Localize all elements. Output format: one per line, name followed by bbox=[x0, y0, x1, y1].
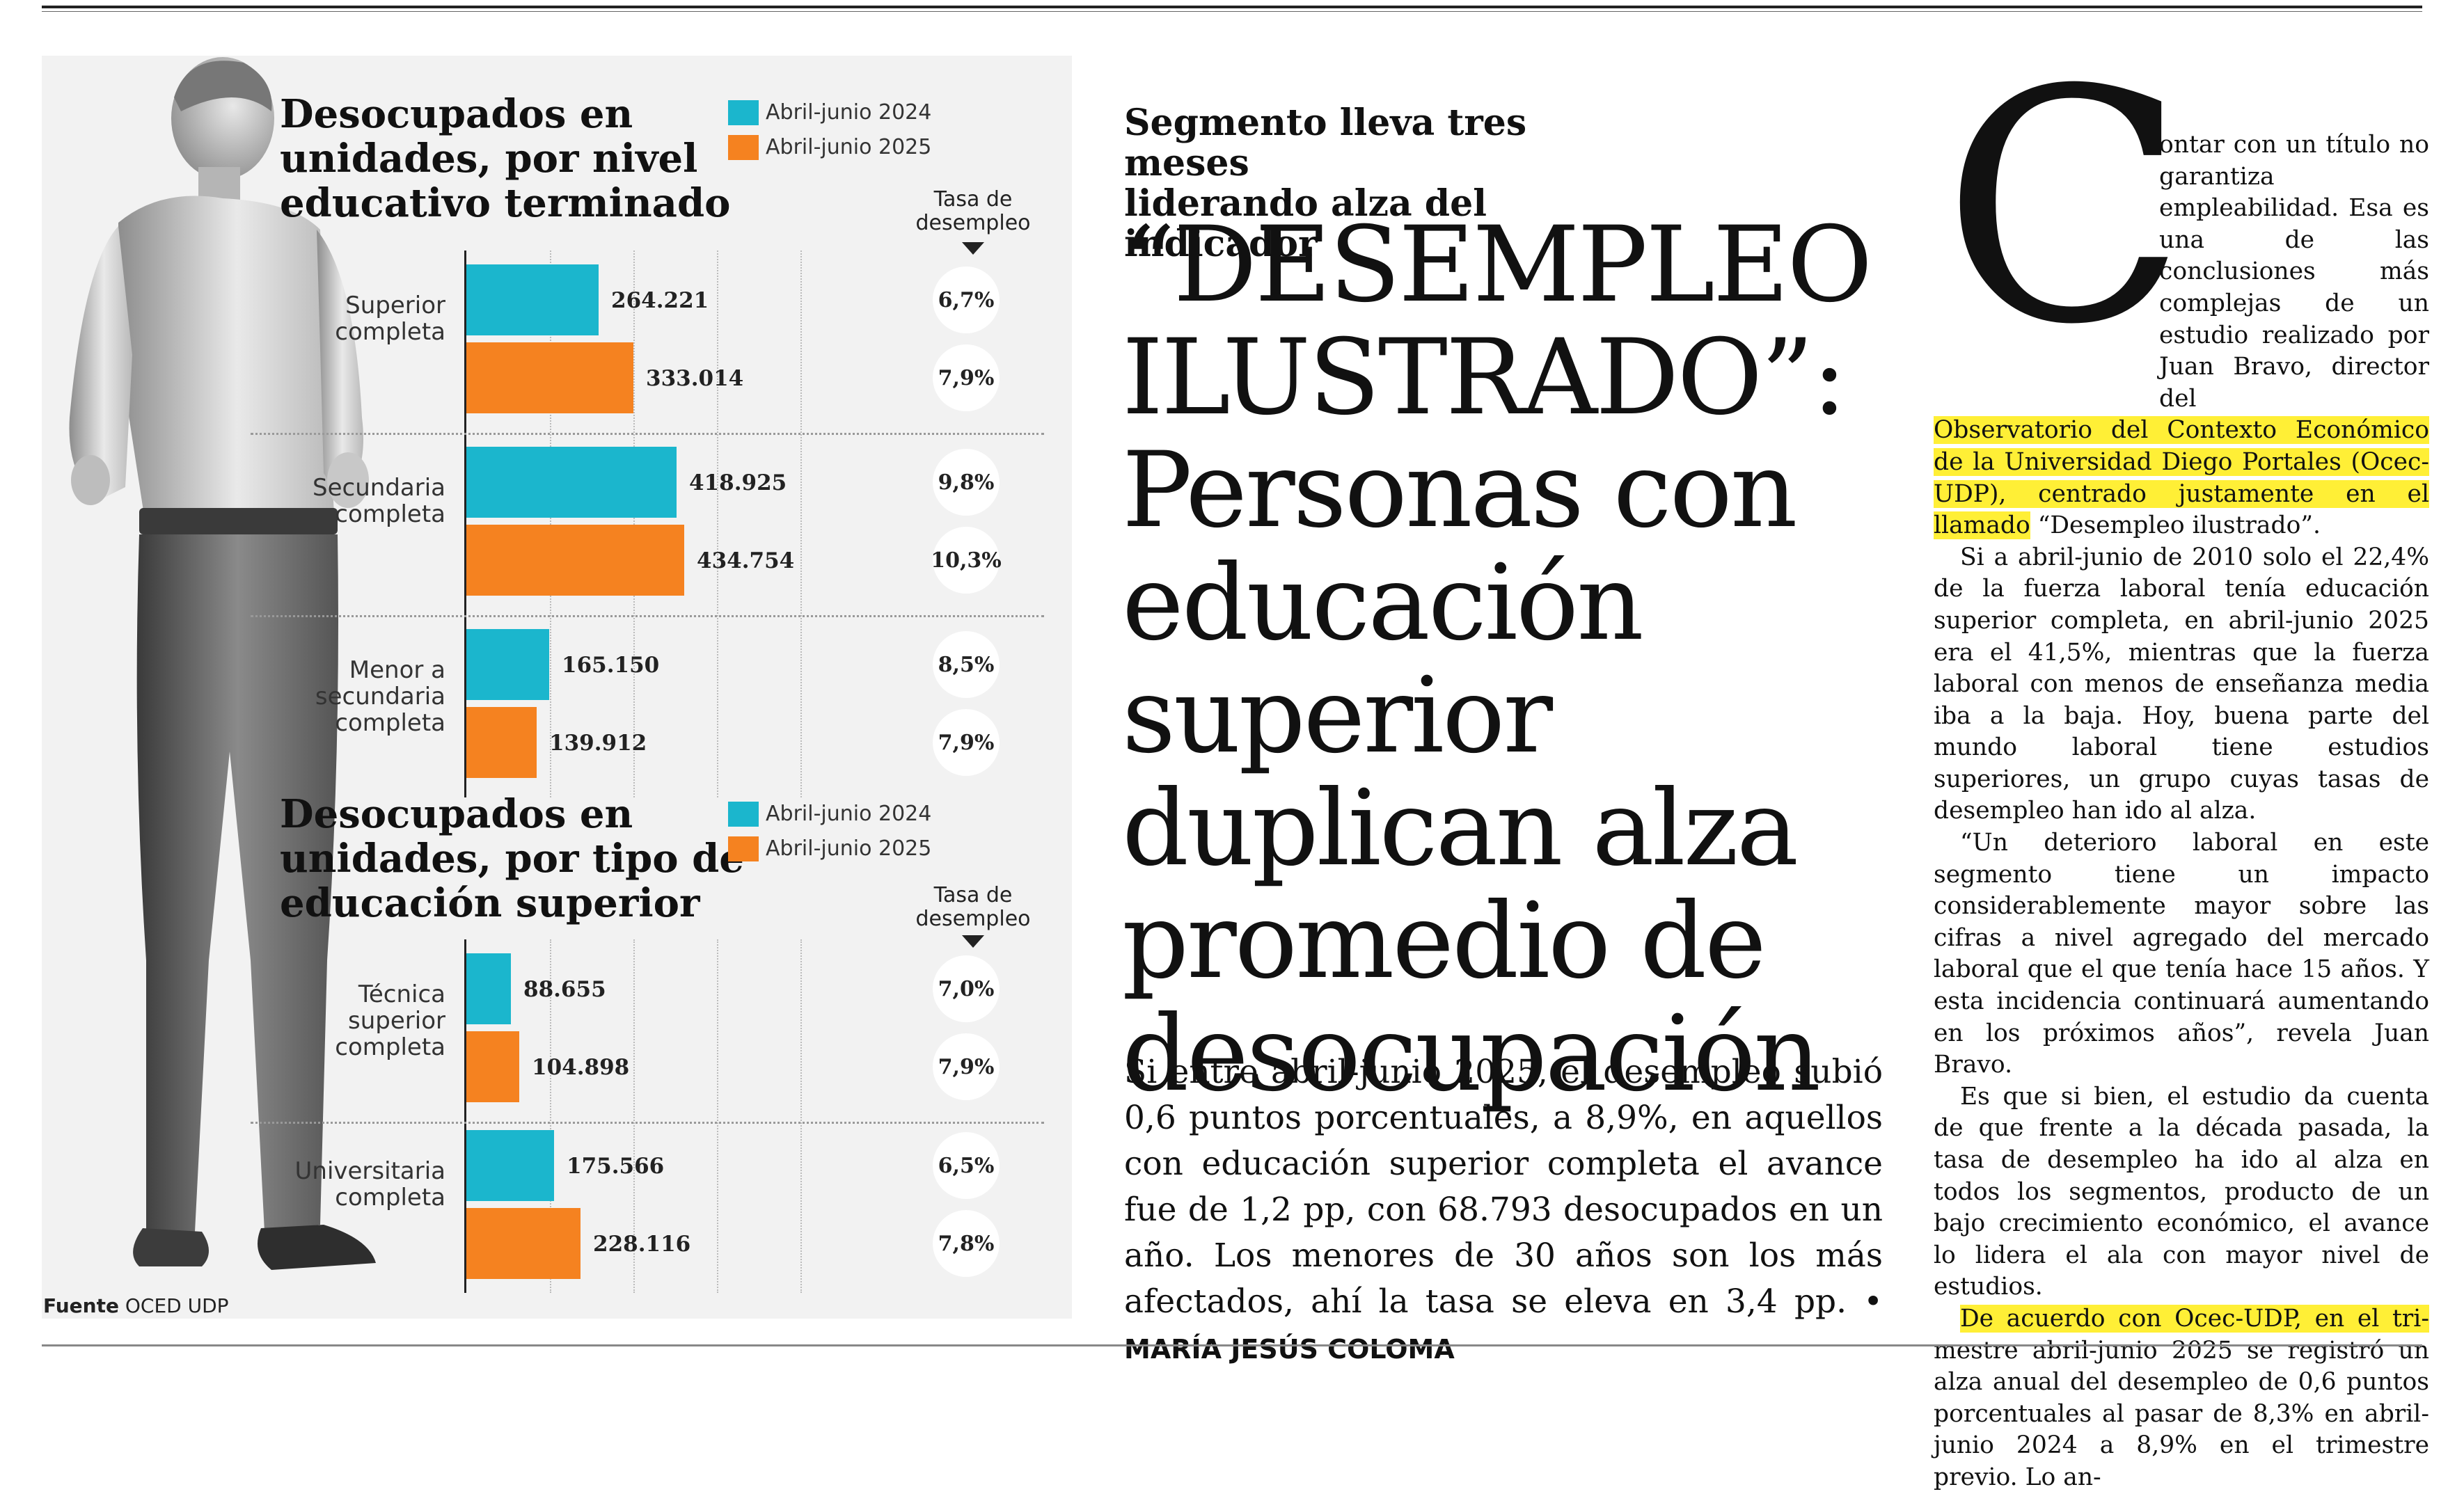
legend-2025-swatch bbox=[728, 135, 759, 160]
rate-badge: 6,5% bbox=[933, 1132, 1000, 1199]
infographic-panel: Desocupados en unidades, por nivel educa… bbox=[42, 56, 1072, 1319]
bar bbox=[466, 264, 599, 335]
paragraph-1-start: ontar con un título no garantiza empleab… bbox=[2159, 131, 2429, 413]
gridline bbox=[633, 939, 635, 1293]
source-note: Fuente OCED UDP bbox=[43, 1294, 229, 1317]
gridline bbox=[550, 251, 551, 797]
rate-badge: 7,9% bbox=[933, 344, 1000, 411]
chart2-axis bbox=[464, 939, 466, 1293]
legend-2025-label: Abril-junio 2025 bbox=[766, 135, 932, 159]
bar-value-label: 88.655 bbox=[523, 977, 606, 1002]
bottom-rule bbox=[42, 1344, 2422, 1346]
chart2-title: Desocupados en unidades, por tipo de edu… bbox=[280, 791, 744, 926]
group-separator bbox=[251, 433, 1044, 435]
rate-badge: 7,8% bbox=[933, 1210, 1000, 1277]
source-value: OCED UDP bbox=[125, 1294, 229, 1317]
chart1-rate-arrow bbox=[962, 242, 984, 255]
bar-value-label: 104.898 bbox=[532, 1055, 630, 1080]
bar bbox=[466, 707, 537, 778]
chart1-axis bbox=[464, 251, 466, 797]
group-separator bbox=[251, 1122, 1044, 1124]
gridline bbox=[717, 251, 718, 797]
article-kicker: Segmento lleva tres meses liderando alza… bbox=[1124, 102, 1527, 265]
category-label: Menor a secundaria completa bbox=[315, 656, 445, 737]
gridline bbox=[633, 251, 635, 797]
group-separator bbox=[251, 615, 1044, 617]
top-rule bbox=[42, 6, 2422, 8]
article-lead: Si entre abril-junio 2025, el desempleo … bbox=[1124, 1049, 1883, 1372]
legend2-2025-label: Abril-junio 2025 bbox=[766, 836, 932, 861]
gridline bbox=[800, 251, 802, 797]
gridline bbox=[717, 939, 718, 1293]
paragraph-5-rest: mestre abril-junio 2025 se registró un a… bbox=[1934, 1336, 2429, 1491]
bar-value-label: 264.221 bbox=[611, 288, 709, 313]
category-label: Secundaria completa bbox=[313, 474, 445, 528]
bar-value-label: 165.150 bbox=[562, 653, 660, 678]
bar bbox=[466, 342, 633, 413]
legend2-2025-swatch bbox=[728, 836, 759, 861]
rate-badge: 10,3% bbox=[931, 527, 1002, 594]
drop-cap: C bbox=[1942, 22, 2187, 395]
chart1-title: Desocupados en unidades, por nivel educa… bbox=[280, 91, 731, 226]
legend-2024-swatch bbox=[728, 100, 759, 125]
rate-badge: 8,5% bbox=[933, 631, 1000, 698]
legend-2024-label: Abril-junio 2024 bbox=[766, 100, 932, 125]
source-label: Fuente bbox=[43, 1294, 119, 1317]
bar-value-label: 228.116 bbox=[593, 1232, 691, 1257]
bar-value-label: 139.912 bbox=[549, 731, 647, 756]
bar-value-label: 175.566 bbox=[567, 1154, 665, 1179]
paragraph-1: ontar con un título no garantiza empleab… bbox=[1934, 129, 2429, 542]
gridline bbox=[550, 939, 551, 1293]
bar bbox=[466, 953, 511, 1024]
bar bbox=[466, 1130, 554, 1201]
chart2-rate-header: Tasa de desempleo bbox=[915, 883, 1031, 931]
rate-badge: 6,7% bbox=[933, 267, 1000, 333]
bar-value-label: 434.754 bbox=[697, 548, 795, 573]
legend2-2024-swatch bbox=[728, 802, 759, 827]
paragraph-3: “Un deterioro laboral en este segmento t… bbox=[1934, 829, 2429, 1079]
paragraph-1-end: “Desempleo ilustrado”. bbox=[2037, 511, 2321, 540]
lead-text: Si entre abril-junio 2025, el desempleo … bbox=[1124, 1053, 1883, 1321]
category-label: Técnica superior completa bbox=[335, 980, 445, 1061]
bar bbox=[466, 1031, 519, 1102]
headline-upper: “DESEMPLEO ILUSTRADO”: bbox=[1122, 205, 1872, 438]
bar-value-label: 418.925 bbox=[689, 470, 787, 495]
top-rule-thin bbox=[42, 11, 2422, 12]
highlight-ocec: De acuerdo con Ocec-UDP, en el tri- bbox=[1960, 1304, 2429, 1333]
bar-value-label: 333.014 bbox=[646, 366, 744, 391]
category-label: Universitaria completa bbox=[294, 1157, 445, 1211]
rate-badge: 7,9% bbox=[933, 709, 1000, 776]
paragraph-2: Si a abril-junio de 2010 solo el 22,4% d… bbox=[1934, 543, 2429, 825]
headline-rest: Personas con educación superior duplican… bbox=[1122, 430, 1821, 1115]
rate-badge: 7,9% bbox=[933, 1033, 1000, 1100]
gridline bbox=[800, 939, 802, 1293]
article-headline: “DESEMPLEO ILUSTRADO”: Personas con educ… bbox=[1122, 209, 1922, 1111]
bar bbox=[466, 1208, 581, 1279]
bar bbox=[466, 447, 677, 518]
category-label: Superior completa bbox=[335, 292, 445, 346]
legend2-2024-label: Abril-junio 2024 bbox=[766, 802, 932, 826]
chart2-rate-arrow bbox=[962, 935, 984, 948]
rate-badge: 9,8% bbox=[933, 449, 1000, 516]
article-body: ontar con un título no garantiza empleab… bbox=[1934, 129, 2429, 1494]
paragraph-5: De acuerdo con Ocec-UDP, en el tri- mest… bbox=[1934, 1303, 2429, 1494]
byline: MARÍA JESÚS COLOMA bbox=[1124, 1334, 1455, 1365]
rate-badge: 7,0% bbox=[933, 955, 1000, 1022]
bar bbox=[466, 525, 684, 596]
chart1-rate-header: Tasa de desempleo bbox=[915, 187, 1031, 235]
paragraph-4: Es que si bien, el estudio da cuenta de … bbox=[1934, 1082, 2429, 1301]
bar bbox=[466, 629, 549, 700]
